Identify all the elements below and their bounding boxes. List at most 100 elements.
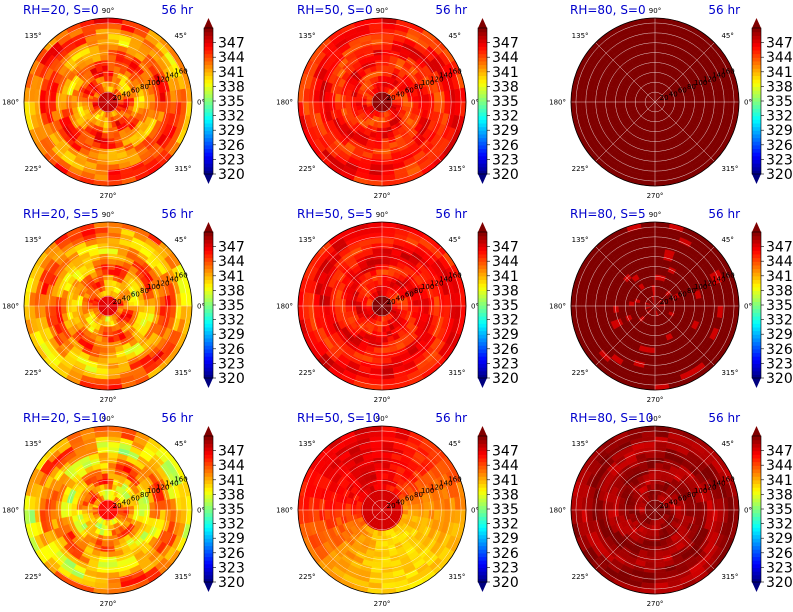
- colorbar-segment: [204, 86, 213, 91]
- colorbar-segment: [752, 130, 761, 135]
- angular-tick-label: 225°: [572, 165, 589, 173]
- panel-title: RH=80, S=0: [570, 3, 646, 17]
- radial-tick-label: 60: [405, 87, 414, 95]
- colorbar-segment: [204, 472, 213, 477]
- colorbar-segment: [204, 264, 213, 270]
- radial-tick-label: 20: [113, 94, 122, 102]
- field-cell: [591, 101, 599, 114]
- colorbar-segment: [478, 28, 487, 33]
- field-cell: [675, 101, 682, 107]
- field-cell: [650, 122, 656, 129]
- panel-8: 20 40 60 801001201401600°45°90°135°180°225°…: [276, 411, 479, 608]
- field-cell: [381, 143, 391, 150]
- field-cell: [591, 90, 599, 103]
- colorbar-segment: [204, 90, 213, 95]
- field-cell: [355, 301, 362, 307]
- colorbar-tick-label: 323: [492, 356, 519, 372]
- angular-tick-label: 315°: [174, 369, 191, 377]
- colorbar-segment: [204, 461, 213, 466]
- angular-tick-label: 180°: [276, 303, 293, 311]
- colorbar-segment: [204, 370, 213, 375]
- colorbar-tick-label: 341: [218, 65, 245, 81]
- colorbar-segment: [204, 312, 213, 317]
- colorbar-segment: [204, 326, 213, 332]
- colorbar-tick-label: 344: [218, 458, 245, 474]
- field-cell: [71, 95, 78, 103]
- colorbar-segment: [204, 552, 213, 558]
- angular-tick-label: 135°: [572, 236, 589, 244]
- field-cell: [97, 561, 109, 568]
- colorbar-extend-min: [204, 582, 213, 592]
- field-cell: [149, 297, 156, 307]
- field-cell: [381, 473, 389, 480]
- colorbar-segment: [478, 257, 487, 262]
- field-cell: [44, 305, 52, 318]
- colorbar-segment: [204, 246, 213, 251]
- angular-tick-label: 270°: [374, 396, 391, 404]
- colorbar-segment: [478, 79, 487, 84]
- colorbar-tick-label: 341: [766, 65, 793, 81]
- colorbar-segment: [478, 97, 487, 102]
- colorbar-segment: [204, 144, 213, 150]
- colorbar-tick-label: 323: [218, 152, 245, 168]
- colorbar-tick-label: 332: [218, 313, 245, 329]
- field-cell: [81, 97, 88, 103]
- field-cell: [107, 566, 120, 574]
- colorbar-segment: [204, 57, 213, 62]
- colorbar-segment: [752, 75, 761, 80]
- colorbar-segment: [204, 359, 213, 364]
- colorbar-segment: [204, 457, 213, 463]
- field-cell: [402, 509, 409, 515]
- field-cell: [375, 132, 383, 139]
- colorbar-segment: [204, 476, 213, 481]
- colorbar-tick-label: 341: [218, 269, 245, 285]
- colorbar-segment: [478, 35, 487, 40]
- field-cell: [370, 242, 383, 250]
- colorbar-segment: [478, 242, 487, 248]
- colorbar-tick-label: 329: [218, 123, 245, 139]
- field-cell: [433, 295, 440, 307]
- colorbar-segment: [478, 290, 487, 295]
- field-cell: [654, 242, 667, 250]
- field-cell: [50, 101, 57, 113]
- field-cell: [618, 299, 625, 307]
- colorbar-segment: [204, 545, 213, 550]
- colorbar-segment: [204, 137, 213, 142]
- field-cell: [133, 305, 140, 312]
- colorbar-segment: [204, 272, 213, 277]
- colorbar-tick-label: 341: [218, 473, 245, 489]
- angular-tick-label: 225°: [25, 369, 42, 377]
- colorbar-segment: [478, 108, 487, 113]
- colorbar-segment: [478, 286, 487, 291]
- field-cell: [101, 540, 109, 547]
- field-cell: [438, 294, 446, 307]
- field-cell: [628, 97, 635, 103]
- field-cell: [654, 347, 664, 354]
- colorbar-segment: [478, 64, 487, 69]
- colorbar-segment: [204, 283, 213, 288]
- field-cell: [149, 93, 156, 103]
- angular-tick-label: 225°: [572, 369, 589, 377]
- colorbar-segment: [204, 286, 213, 291]
- colorbar-segment: [204, 268, 213, 273]
- radial-tick-label: 40: [122, 90, 131, 98]
- radial-tick-label: 100: [147, 79, 160, 87]
- angular-tick-label: 315°: [721, 369, 738, 377]
- colorbar-segment: [204, 487, 213, 492]
- field-cell: [96, 38, 109, 46]
- field-cell: [654, 70, 661, 77]
- field-cell: [628, 301, 635, 307]
- angular-tick-label: 315°: [448, 165, 465, 173]
- colorbar-segment: [752, 290, 761, 295]
- polar-border: [23, 17, 193, 187]
- colorbar-tick-label: 329: [766, 327, 793, 343]
- field-cell: [102, 535, 109, 542]
- colorbar-tick-label: 332: [218, 517, 245, 533]
- colorbar-segment: [478, 126, 487, 131]
- field-cell: [133, 101, 140, 108]
- radial-tick-label: 140: [165, 72, 178, 80]
- field-cell: [706, 101, 713, 113]
- field-cell: [591, 294, 599, 307]
- colorbar-segment: [478, 359, 487, 364]
- field-cell: [107, 75, 113, 82]
